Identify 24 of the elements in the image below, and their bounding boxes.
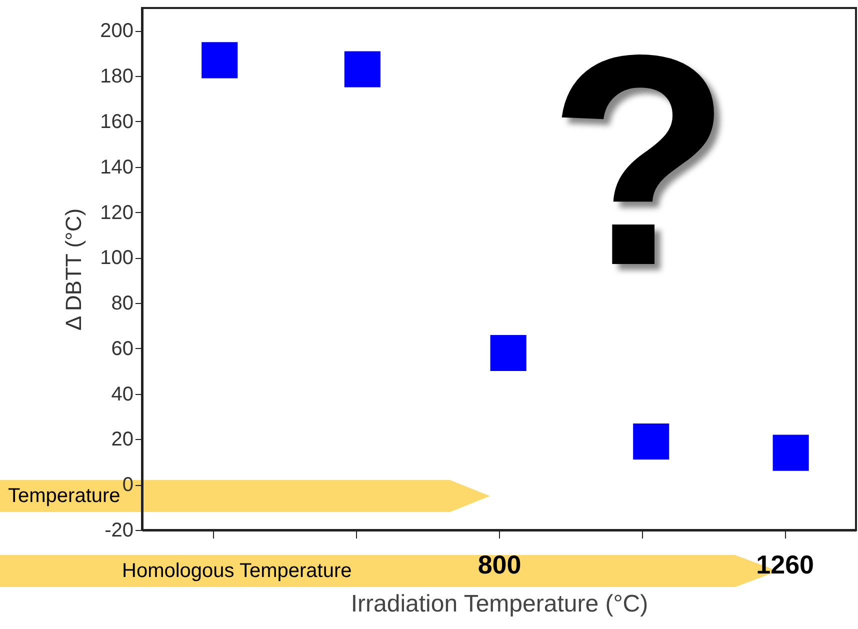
y-tick-label: -20 xyxy=(104,520,134,542)
text: Homologous Temperature xyxy=(122,560,352,582)
y-tick-label: 120 xyxy=(100,202,134,224)
text: Temperature xyxy=(8,485,120,507)
point xyxy=(344,51,380,88)
y-tick-label: 140 xyxy=(100,156,134,178)
y-tick-label: 0 xyxy=(122,474,134,496)
x-tick-label: 800 xyxy=(478,550,522,580)
y-tick-label: 60 xyxy=(111,338,134,360)
point xyxy=(633,423,670,460)
point xyxy=(772,434,809,471)
y-tick-label: 200 xyxy=(100,20,134,42)
y-axis-title: Δ DBTT (°C) xyxy=(61,208,86,331)
point xyxy=(490,334,526,371)
y-tick-label: 180 xyxy=(100,66,134,88)
y-tick-label: 20 xyxy=(111,428,134,451)
y-tick-label: 80 xyxy=(111,292,134,315)
y-tick-label: 100 xyxy=(100,247,134,270)
point xyxy=(202,42,238,78)
y-tick-label: 40 xyxy=(111,383,134,406)
annotation: ? xyxy=(548,0,732,328)
y-tick-label: 160 xyxy=(100,110,134,133)
x-axis-title: Irradiation Temperature (°C) xyxy=(350,590,648,618)
x-tick-label: 1260 xyxy=(756,550,814,580)
